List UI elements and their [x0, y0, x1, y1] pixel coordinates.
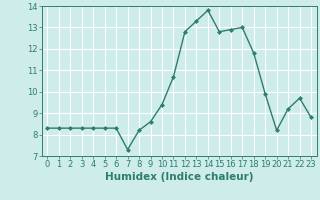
X-axis label: Humidex (Indice chaleur): Humidex (Indice chaleur)	[105, 172, 253, 182]
